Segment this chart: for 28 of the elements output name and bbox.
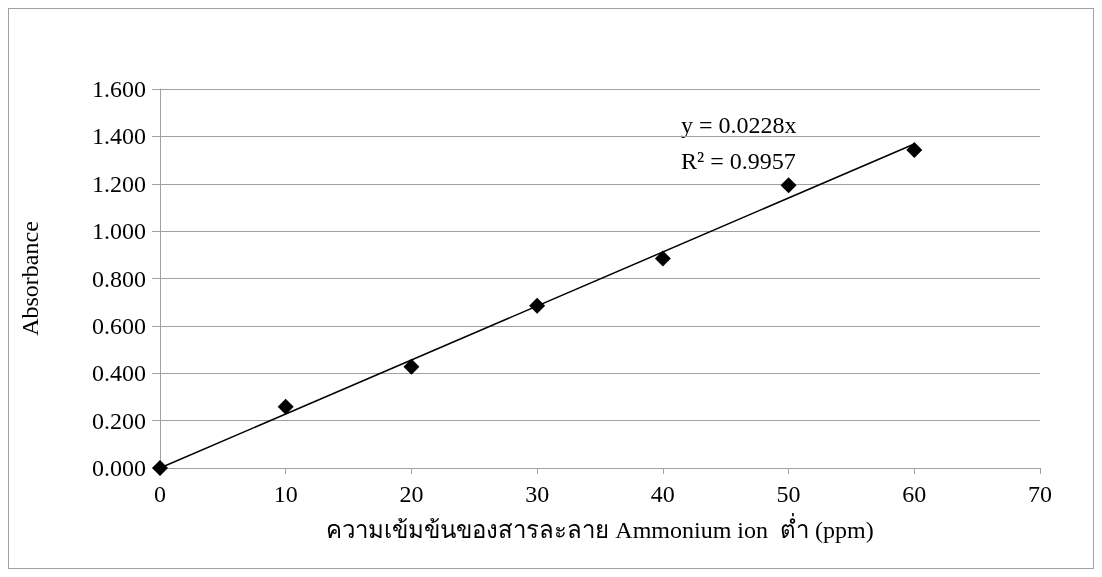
point [780,177,797,194]
x-tick-label: 10 [273,481,298,507]
y-tick-label: 0.000 [92,455,146,481]
y-tick-label: 1.600 [92,76,146,102]
point [403,358,420,375]
y-tick-label: 0.600 [92,312,146,339]
x-tick-label: 60 [902,481,927,507]
y-tick-label: 1.000 [92,218,146,245]
y-axis-title: Absorbance [17,221,43,336]
y-tick-label: 1.200 [92,170,146,197]
point [654,250,671,267]
point [152,460,168,476]
point [277,398,294,415]
y-tick-label: 0.400 [92,360,146,387]
y-tick-label: 1.400 [92,123,146,150]
x-tick-label: 20 [399,481,424,507]
x-tick-label: 30 [525,481,550,507]
x-axis-title: ความเข้มข้นของสารละลาย Ammonium ion ต่ำ (ppm) [326,513,874,543]
x-tick-label: 50 [776,481,801,507]
point [529,297,546,314]
y-tick-label: 0.800 [92,265,146,292]
annotation: R² = 0.9957 [681,148,796,174]
annotation: y = 0.0228x [681,112,797,138]
point [906,141,923,158]
y-tick-label: 0.200 [92,407,146,434]
x-tick-label: 40 [650,481,675,507]
x-tick-label: 70 [1028,481,1052,507]
x-tick-label: 0 [154,481,166,507]
